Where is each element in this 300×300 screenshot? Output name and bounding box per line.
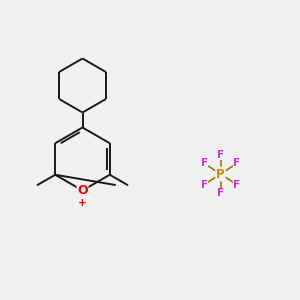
Text: F: F [233,158,240,168]
Text: F: F [217,149,224,160]
Text: F: F [233,180,240,190]
Text: F: F [217,188,224,199]
Text: O: O [77,184,88,197]
Text: +: + [78,198,87,208]
Text: F: F [201,158,208,168]
Text: P: P [216,167,225,181]
Text: F: F [201,180,208,190]
Text: O: O [77,184,88,197]
